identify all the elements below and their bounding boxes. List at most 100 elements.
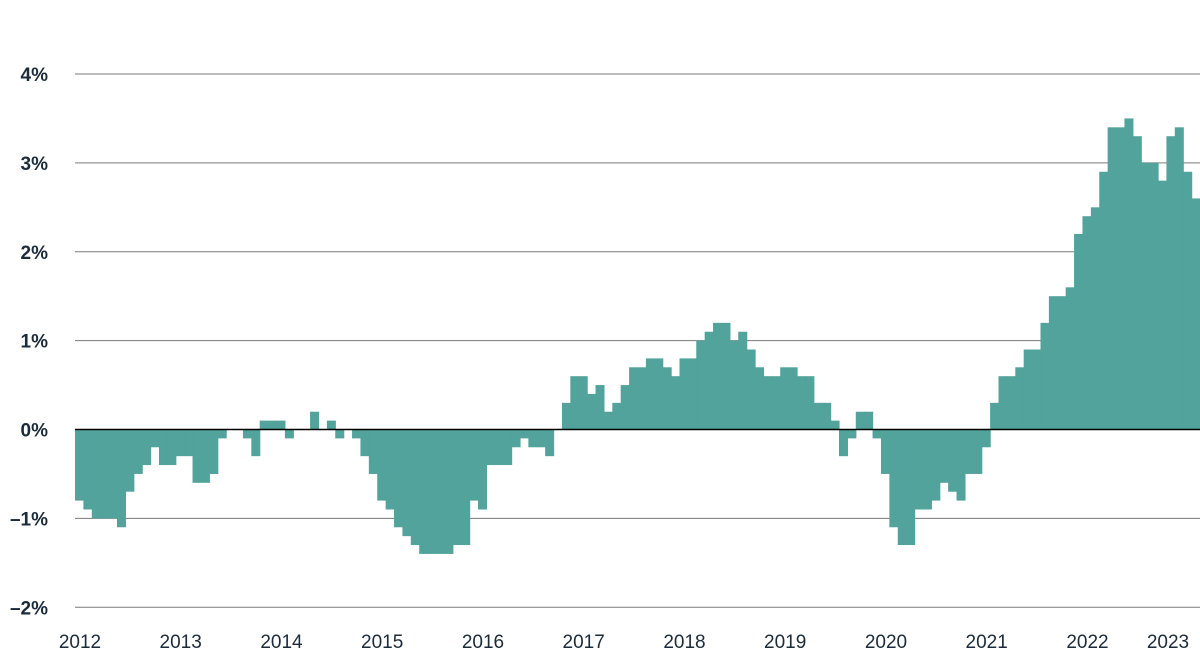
bar <box>1065 287 1075 430</box>
bar <box>1032 349 1042 430</box>
x-tick-label: 2014 <box>260 632 303 653</box>
x-tick-label: 2021 <box>966 632 1008 653</box>
bar <box>822 402 832 430</box>
bar <box>603 411 613 430</box>
bar <box>561 402 571 430</box>
bar <box>595 385 605 430</box>
bar <box>410 429 420 546</box>
bar <box>713 322 723 430</box>
bar <box>217 429 227 439</box>
bar <box>368 429 378 474</box>
bar <box>1166 136 1176 430</box>
x-tick-label: 2012 <box>59 632 101 653</box>
bar <box>427 429 437 554</box>
bar <box>838 429 848 457</box>
bar <box>116 429 126 528</box>
bar <box>620 385 630 430</box>
y-tick-label: 1% <box>21 332 49 353</box>
bar <box>889 429 899 528</box>
bar <box>981 429 991 448</box>
bar <box>830 420 840 430</box>
bar <box>1090 207 1100 430</box>
bar <box>469 429 479 501</box>
bar <box>906 429 916 546</box>
bar <box>1158 180 1168 430</box>
bar <box>326 420 336 430</box>
bar <box>1174 127 1184 430</box>
bar <box>519 429 529 439</box>
bar <box>956 429 966 501</box>
bar <box>444 429 454 554</box>
bar <box>687 358 697 430</box>
bar <box>536 429 546 448</box>
bar <box>545 429 555 457</box>
bar <box>1023 349 1033 430</box>
bar <box>268 420 278 430</box>
bar <box>1191 198 1200 430</box>
bar <box>771 376 781 430</box>
bar <box>654 358 664 430</box>
y-axis: –2% –1% 0% 1% 2% 3% 4% <box>10 65 48 619</box>
bar <box>1107 127 1117 430</box>
bar <box>528 429 538 448</box>
bar <box>570 376 580 430</box>
bar <box>91 429 101 519</box>
bar <box>662 367 672 430</box>
bar <box>637 367 647 430</box>
bar <box>276 420 286 430</box>
y-tick-label: –1% <box>10 509 48 530</box>
bar <box>612 402 622 430</box>
bar <box>511 429 521 448</box>
bar <box>377 429 387 501</box>
bar <box>352 429 362 439</box>
bar <box>880 429 890 474</box>
bar <box>486 429 496 466</box>
bar <box>452 429 462 546</box>
bar <box>360 429 370 457</box>
bar <box>645 358 655 430</box>
bar <box>696 340 706 430</box>
bar <box>797 376 807 430</box>
bar <box>922 429 932 510</box>
x-axis: 2012 2013 2014 2015 2016 2017 2018 2019 2020 2021… <box>59 632 1189 653</box>
bar <box>1141 162 1151 430</box>
bar <box>284 429 294 439</box>
bar <box>419 429 429 554</box>
bar <box>175 429 185 457</box>
bar <box>729 340 739 430</box>
x-tick-label: 2013 <box>160 632 202 653</box>
bar <box>259 420 269 430</box>
x-tick-label: 2022 <box>1066 632 1108 653</box>
x-tick-label: 2016 <box>462 632 504 653</box>
bar <box>394 429 404 528</box>
bar <box>679 358 689 430</box>
bar <box>1082 216 1092 430</box>
bar <box>477 429 487 510</box>
bar <box>855 411 865 430</box>
bar <box>1099 171 1109 430</box>
bar <box>150 429 160 448</box>
bar <box>1183 171 1193 430</box>
bar <box>142 429 152 466</box>
bar <box>1074 233 1084 430</box>
bar <box>847 429 857 439</box>
bar <box>990 402 1000 430</box>
bar <box>402 429 412 537</box>
bar-series <box>75 118 1200 554</box>
bar <box>385 429 395 510</box>
bar <box>310 411 320 430</box>
bar <box>125 429 135 492</box>
bar <box>805 376 815 430</box>
bar <box>931 429 941 501</box>
bar <box>998 376 1008 430</box>
bar <box>973 429 983 474</box>
bar <box>1057 296 1067 430</box>
bar <box>939 429 949 483</box>
bar <box>671 376 681 430</box>
bar <box>1116 127 1126 430</box>
y-tick-label: –2% <box>10 598 48 619</box>
bar <box>721 322 731 430</box>
bar <box>335 429 345 439</box>
y-tick-label: 3% <box>21 154 49 175</box>
